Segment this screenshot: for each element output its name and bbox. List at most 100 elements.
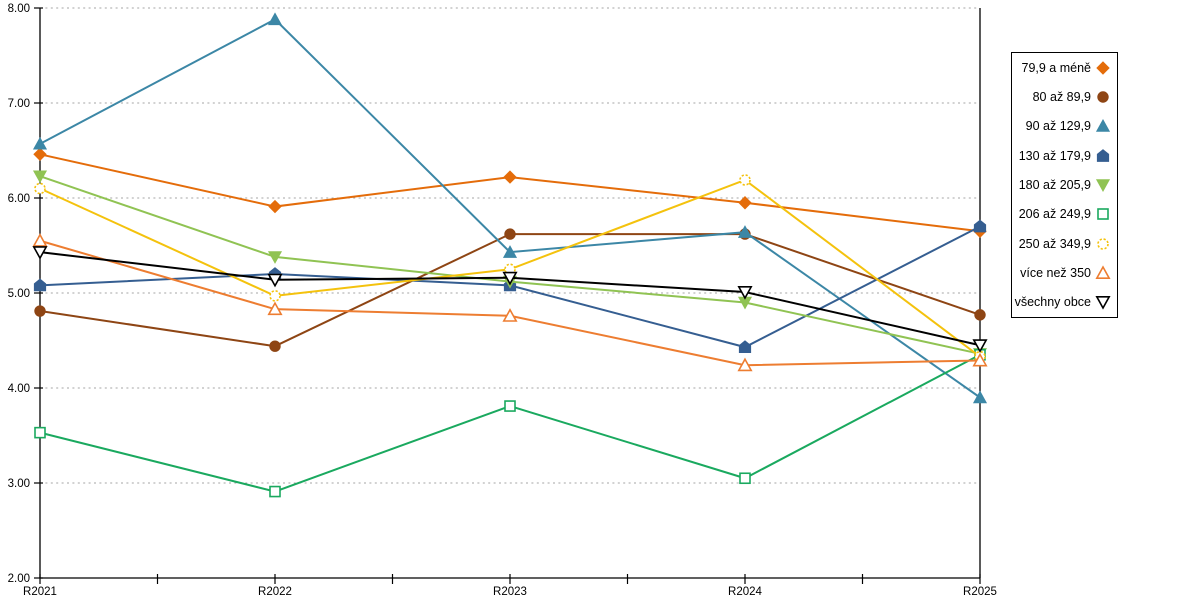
- legend-marker-shape: [1097, 237, 1109, 250]
- legend-label: 206 až 249,9: [1018, 207, 1091, 222]
- legend-label: 90 až 129,9: [1025, 119, 1091, 134]
- data-point-marker: [32, 170, 48, 184]
- data-point-marker: [504, 263, 516, 276]
- legend-item: 180 až 205,9: [1012, 177, 1117, 193]
- x-axis-label: R2025: [963, 586, 997, 598]
- data-point-marker: [267, 12, 283, 26]
- triangle-down-icon: [1095, 179, 1111, 193]
- data-point-marker: [33, 278, 47, 292]
- legend-marker-shape: [1095, 179, 1111, 193]
- data-point-marker: [502, 308, 518, 322]
- series-line-2: [39, 18, 981, 399]
- data-point-marker: [738, 340, 752, 354]
- legend-marker-icon: [1095, 206, 1111, 222]
- data-point-marker: [34, 305, 46, 317]
- legend-marker-icon: [1095, 89, 1111, 105]
- data-point-marker: [739, 472, 751, 485]
- legend-marker-shape: [1097, 208, 1109, 221]
- data-point-marker: [972, 390, 988, 404]
- legend-label: 130 až 179,9: [1018, 148, 1091, 163]
- legend-marker-shape: [1097, 91, 1109, 103]
- data-point-marker: [972, 352, 988, 367]
- legend-marker-shape: [1095, 119, 1111, 133]
- legend-label: více než 350: [1020, 265, 1091, 280]
- y-axis-label: 4.00: [8, 383, 30, 395]
- data-point-marker: [974, 309, 986, 321]
- series-line-7: [39, 239, 981, 367]
- data-point-marker: [269, 485, 281, 498]
- legend-marker-shape: [1095, 265, 1111, 279]
- square-icon: [1097, 208, 1109, 221]
- data-point-marker: [738, 196, 752, 210]
- series-line-0: [39, 153, 981, 233]
- legend-marker-icon: [1095, 118, 1111, 134]
- y-axis-label: 3.00: [8, 478, 30, 490]
- data-point-marker: [504, 228, 516, 240]
- triangle-up-icon: [1095, 119, 1111, 133]
- y-axis-label: 7.00: [8, 98, 30, 110]
- legend-marker-icon: [1095, 265, 1111, 281]
- legend-marker-icon: [1095, 236, 1111, 252]
- legend-item: 80 až 89,9: [1012, 89, 1117, 105]
- x-axis-label: R2021: [23, 586, 57, 598]
- triangle-up-icon: [1095, 265, 1111, 279]
- x-axis-label: R2023: [493, 586, 527, 598]
- data-point-marker: [972, 339, 988, 353]
- data-point-marker: [503, 170, 517, 184]
- data-point-marker: [32, 233, 48, 247]
- data-point-marker: [267, 301, 283, 316]
- data-point-marker: [32, 246, 48, 260]
- legend-marker-icon: [1095, 294, 1111, 310]
- x-axis-label: R2022: [258, 586, 292, 598]
- legend-marker-shape: [1095, 296, 1111, 310]
- data-point-marker: [973, 219, 987, 233]
- triangle-down-icon: [1095, 296, 1111, 310]
- data-point-marker: [268, 199, 282, 214]
- data-point-marker: [737, 286, 753, 300]
- data-point-marker: [502, 245, 518, 258]
- y-axis-label: 2.00: [8, 573, 30, 585]
- legend-marker-shape: [1096, 60, 1110, 75]
- data-point-marker: [737, 225, 753, 238]
- data-point-marker: [737, 357, 753, 372]
- legend-item: více než 350: [1012, 265, 1117, 281]
- data-point-marker: [267, 273, 283, 288]
- circle-icon: [1097, 91, 1109, 103]
- data-point-marker: [502, 271, 518, 286]
- legend-item: 90 až 129,9: [1012, 118, 1117, 134]
- y-axis-label: 8.00: [8, 3, 30, 15]
- data-point-marker: [269, 340, 281, 352]
- legend-label: 80 až 89,9: [1032, 89, 1091, 104]
- legend-label: 79,9 a méně: [1021, 60, 1092, 75]
- legend-item: 79,9 a méně: [1012, 60, 1117, 76]
- legend-item: 130 až 179,9: [1012, 148, 1117, 164]
- series-line-5: [39, 353, 981, 493]
- legend-label: 250 až 349,9: [1018, 236, 1091, 251]
- chart-legend: 79,9 a méně 80 až 89,9 90 až 129,9 130 a…: [1011, 52, 1118, 318]
- x-axis-label: R2024: [728, 586, 762, 598]
- legend-label: 180 až 205,9: [1018, 177, 1091, 192]
- pentagon-icon: [1096, 148, 1110, 162]
- diamond-icon: [1096, 60, 1110, 75]
- legend-item: 250 až 349,9: [1012, 236, 1117, 252]
- circle-dashed-icon: [1097, 237, 1109, 250]
- legend-marker-icon: [1095, 148, 1111, 164]
- data-point-marker: [269, 290, 281, 302]
- legend-label: všechny obce: [1014, 295, 1091, 310]
- legend-item: všechny obce: [1012, 294, 1117, 310]
- legend-item: 206 až 249,9: [1012, 206, 1117, 222]
- data-point-marker: [32, 136, 48, 150]
- legend-marker-icon: [1095, 177, 1111, 193]
- legend-marker-shape: [1096, 148, 1110, 162]
- data-point-marker: [504, 400, 516, 412]
- data-point-marker: [267, 251, 283, 264]
- legend-marker-icon: [1095, 60, 1111, 76]
- data-point-marker: [34, 426, 46, 439]
- data-point-marker: [34, 182, 46, 195]
- y-axis-label: 5.00: [8, 288, 30, 300]
- data-point-marker: [33, 147, 47, 162]
- y-axis-label: 6.00: [8, 193, 30, 205]
- data-point-marker: [739, 174, 751, 186]
